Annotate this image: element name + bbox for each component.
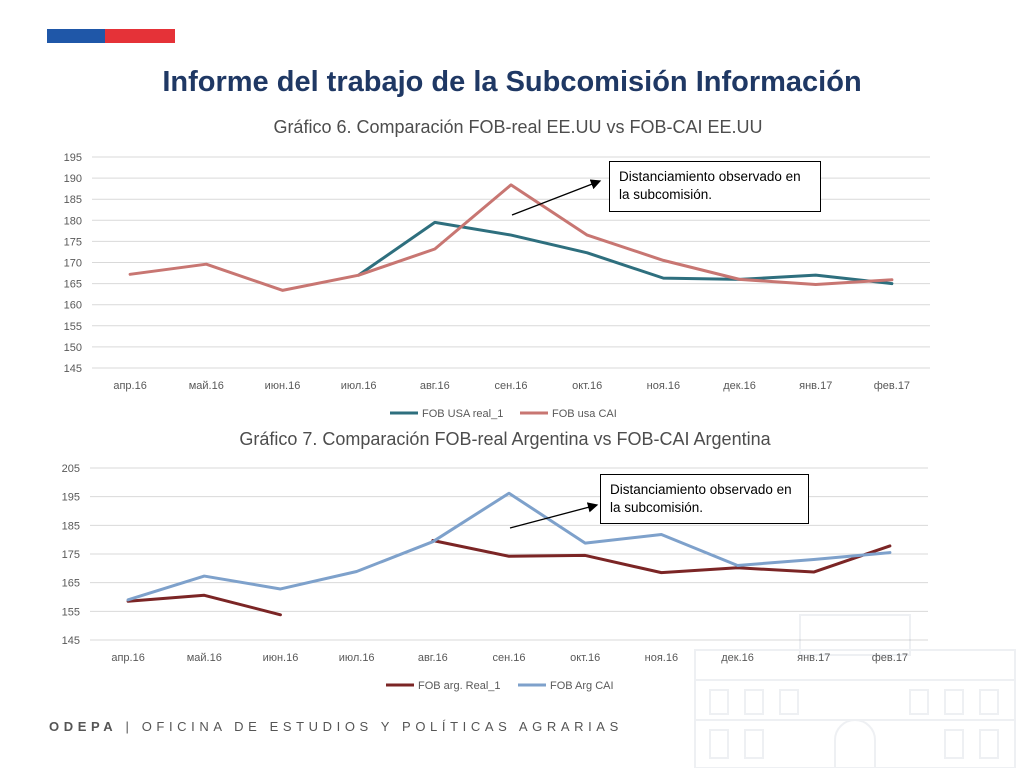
x-tick-label: фев.17 [874,380,910,392]
footer: ODEPA | OFICINA DE ESTUDIOS Y POLÍTICAS … [49,719,623,734]
y-tick-label: 160 [64,300,82,312]
y-tick-label: 145 [64,363,82,375]
footer-separator: | [125,719,134,734]
chart-6: 145 150 155 160 165 170 175 180 185 190 195 апр.16 м… [64,152,930,420]
series-line-1 [126,593,282,617]
x-tick-label: авг.16 [418,652,448,664]
y-tick-label: 185 [62,520,80,532]
x-tick-label: июл.16 [341,380,377,392]
y-tick-label: 155 [62,606,80,618]
x-tick-label: сен.16 [495,380,528,392]
y-tick-label: 195 [62,492,80,504]
chart-6-title: Gráfico 6. Comparación FOB-real EE.UU vs… [273,117,763,137]
y-tick-label: 155 [64,321,82,333]
x-tick-label: июн.16 [263,652,299,664]
x-tick-label: авг.16 [420,380,450,392]
y-tick-label: 175 [64,236,82,248]
x-tick-label: июн.16 [265,380,301,392]
x-tick-label: окт.16 [572,380,602,392]
series-line-2 [126,491,892,602]
x-tick-label: дек.16 [723,380,756,392]
y-tick-label: 190 [64,173,82,185]
x-tick-label: апр.16 [113,380,146,392]
chart-7-annotation: Distanciamiento observado en la subcomis… [600,474,809,524]
y-tick-label: 165 [62,578,80,590]
series-line-2 [128,183,894,292]
x-tick-label: янв.17 [797,652,830,664]
palace-watermark [694,614,1016,768]
y-tick-label: 150 [64,342,82,354]
x-tick-label: окт.16 [570,652,600,664]
x-tick-label: сен.16 [493,652,526,664]
x-tick-label: фев.17 [872,652,908,664]
footer-brand: ODEPA [49,719,118,734]
footer-text: OFICINA DE ESTUDIOS Y POLÍTICAS AGRARIAS [141,719,623,734]
x-tick-label: ноя.16 [645,652,678,664]
x-tick-label: апр.16 [111,652,144,664]
y-tick-label: 165 [64,279,82,291]
legend-label: FOB arg. Real_1 [418,680,501,692]
series-line-1 [431,539,892,575]
x-tick-label: май.16 [187,652,222,664]
y-tick-label: 145 [62,635,80,647]
x-tick-label: ноя.16 [647,380,680,392]
series-line-1 [357,220,894,286]
y-tick-label: 180 [64,215,82,227]
x-tick-label: май.16 [189,380,224,392]
flag-red-bar [105,29,175,43]
y-tick-label: 205 [62,463,80,475]
x-tick-label: дек.16 [721,652,754,664]
x-tick-label: янв.17 [799,380,832,392]
annotation-arrow [511,179,602,216]
legend-label: FOB usa CAI [552,408,617,420]
y-tick-label: 185 [64,194,82,206]
chart-7: 145 155 165 175 185 195 205 апр.16 май.16 июн.16 и… [62,463,928,692]
chart-6-annotation: Distanciamiento observado en la subcomis… [609,161,821,212]
y-tick-label: 170 [64,258,82,270]
x-tick-label: июл.16 [339,652,375,664]
y-tick-label: 175 [62,549,80,561]
legend-label: FOB Arg CAI [550,680,614,692]
legend-label: FOB USA real_1 [422,408,503,420]
flag-blue-bar [47,29,105,43]
slide-title: Informe del trabajo de la Subcomisión In… [162,66,862,98]
y-tick-label: 195 [64,152,82,164]
annotation-arrow [509,502,599,529]
chart-7-title: Gráfico 7. Comparación FOB-real Argentin… [239,429,771,449]
